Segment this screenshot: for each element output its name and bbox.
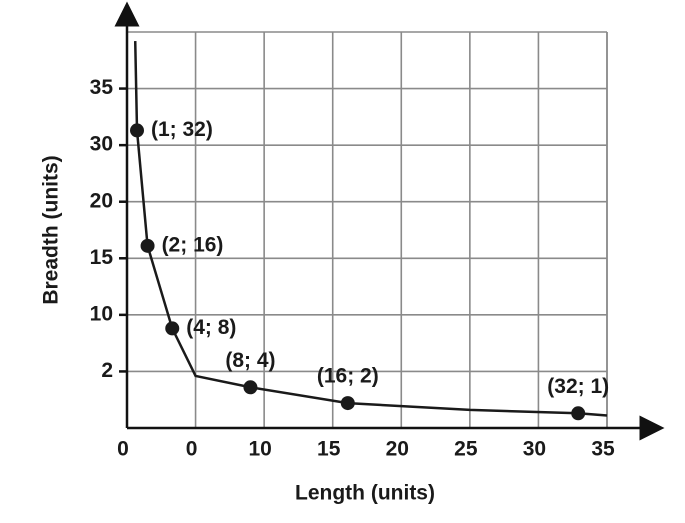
x-axis-label: Length (units) [295,482,435,505]
x-tick-label: 10 [248,438,271,461]
point-label: (1; 32) [151,118,213,141]
point-label: (16; 2) [317,365,379,388]
y-axis-label: Breadth (units) [40,155,63,304]
curve [133,41,608,417]
x-tick-label: 15 [317,438,341,461]
point [340,396,355,411]
y-tick-label: 10 [90,302,113,325]
point-label: (8; 4) [225,349,275,372]
point-label: (32; 1) [547,375,609,398]
point-label: (2; 16) [162,233,224,256]
point-label: (4; 8) [186,316,236,339]
y-tick-label: 30 [90,133,113,156]
y-tick-label: 20 [90,189,113,212]
x-tick-label: 0 [186,438,198,461]
x-tick-label: 35 [591,438,615,461]
y-tick-label: 35 [90,76,114,99]
x-tick-label: 30 [523,438,546,461]
x-tick-label: 0 [117,438,129,461]
point [243,380,258,395]
x-tick-label: 25 [454,438,478,461]
y-tick-label: 15 [90,246,114,269]
point [165,321,180,336]
point [130,123,145,138]
point [140,238,155,253]
point [571,406,586,421]
x-tick-label: 20 [386,438,409,461]
y-tick-label: 2 [101,359,113,382]
